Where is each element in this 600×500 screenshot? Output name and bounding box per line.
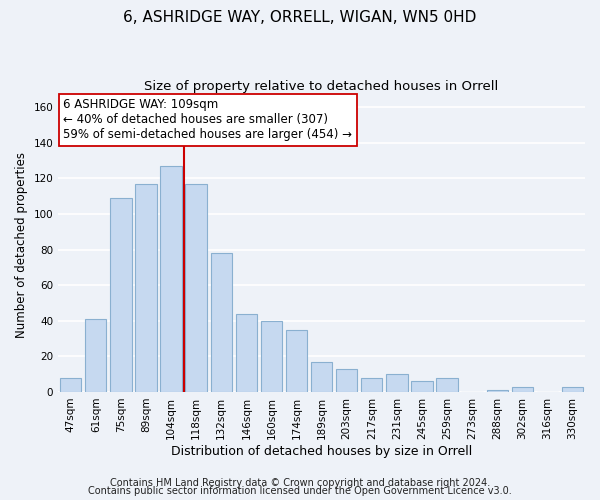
Bar [236, 314, 257, 392]
Bar [160, 166, 182, 392]
Bar [136, 184, 157, 392]
Text: Contains public sector information licensed under the Open Government Licence v3: Contains public sector information licen… [88, 486, 512, 496]
Bar [211, 253, 232, 392]
Bar [562, 386, 583, 392]
Bar [311, 362, 332, 392]
Bar [411, 382, 433, 392]
Text: 6, ASHRIDGE WAY, ORRELL, WIGAN, WN5 0HD: 6, ASHRIDGE WAY, ORRELL, WIGAN, WN5 0HD [124, 10, 476, 25]
Bar [60, 378, 82, 392]
X-axis label: Distribution of detached houses by size in Orrell: Distribution of detached houses by size … [171, 444, 472, 458]
Bar [487, 390, 508, 392]
Text: Contains HM Land Registry data © Crown copyright and database right 2024.: Contains HM Land Registry data © Crown c… [110, 478, 490, 488]
Bar [185, 184, 207, 392]
Bar [261, 321, 282, 392]
Y-axis label: Number of detached properties: Number of detached properties [15, 152, 28, 338]
Bar [512, 386, 533, 392]
Bar [436, 378, 458, 392]
Text: 6 ASHRIDGE WAY: 109sqm
← 40% of detached houses are smaller (307)
59% of semi-de: 6 ASHRIDGE WAY: 109sqm ← 40% of detached… [64, 98, 352, 142]
Title: Size of property relative to detached houses in Orrell: Size of property relative to detached ho… [145, 80, 499, 93]
Bar [386, 374, 407, 392]
Bar [85, 319, 106, 392]
Bar [361, 378, 382, 392]
Bar [286, 330, 307, 392]
Bar [110, 198, 131, 392]
Bar [336, 369, 358, 392]
